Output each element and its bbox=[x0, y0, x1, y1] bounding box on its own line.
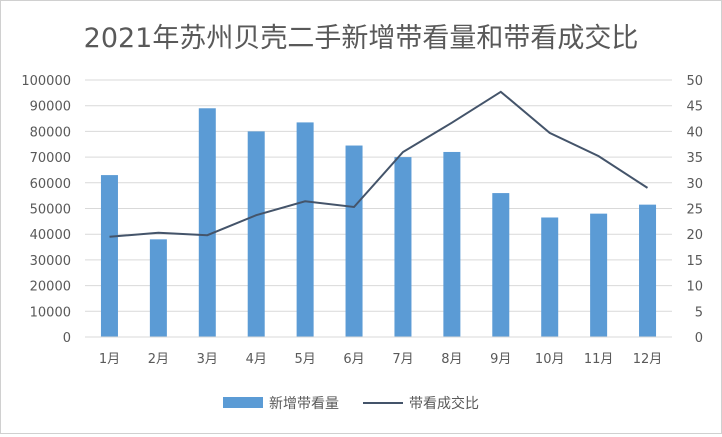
category-label: 5月 bbox=[294, 352, 315, 367]
left-tick-label: 90000 bbox=[30, 100, 71, 115]
left-tick-label: 0 bbox=[63, 331, 71, 346]
right-tick-label: 35 bbox=[686, 151, 703, 166]
bar bbox=[590, 213, 608, 337]
category-label: 4月 bbox=[246, 352, 267, 367]
bar bbox=[100, 175, 118, 337]
bar bbox=[345, 145, 363, 337]
right-tick-label: 40 bbox=[686, 125, 703, 140]
bar bbox=[541, 217, 559, 337]
category-label: 1月 bbox=[99, 352, 120, 367]
category-label: 10月 bbox=[535, 352, 565, 367]
series-line bbox=[109, 90, 649, 238]
right-tick-label: 45 bbox=[686, 100, 703, 115]
category-label: 6月 bbox=[343, 352, 364, 367]
bar bbox=[198, 108, 216, 338]
left-tick-label: 20000 bbox=[30, 280, 71, 295]
gridlines bbox=[85, 79, 672, 312]
category-label: 9月 bbox=[490, 352, 511, 367]
right-tick-label: 30 bbox=[686, 177, 703, 192]
legend: 新增带看量 带看成交比 bbox=[223, 395, 479, 412]
bar bbox=[296, 122, 314, 337]
bar bbox=[394, 157, 412, 337]
bar bbox=[639, 204, 657, 337]
right-tick-label: 50 bbox=[686, 74, 703, 89]
bar bbox=[149, 239, 167, 337]
category-label: 2月 bbox=[148, 352, 169, 367]
right-axis-ticks: 0 5 10 15 20 25 30 35 40 45 50 bbox=[686, 74, 703, 346]
chart-title: 2021年苏州贝壳二手新增带看量和带看成交比 bbox=[84, 23, 639, 54]
right-tick-label: 20 bbox=[686, 228, 703, 243]
legend-bar-swatch bbox=[223, 397, 263, 408]
left-tick-label: 70000 bbox=[30, 151, 71, 166]
line-series bbox=[109, 90, 649, 238]
left-tick-label: 10000 bbox=[30, 305, 71, 320]
left-tick-label: 40000 bbox=[30, 228, 71, 243]
bar bbox=[492, 193, 510, 337]
category-label: 7月 bbox=[392, 352, 413, 367]
right-tick-label: 5 bbox=[695, 305, 703, 320]
left-tick-label: 100000 bbox=[21, 74, 71, 89]
right-tick-label: 15 bbox=[686, 254, 703, 269]
left-tick-label: 80000 bbox=[30, 125, 71, 140]
legend-line-label: 带看成交比 bbox=[409, 395, 479, 412]
bar bbox=[443, 151, 461, 337]
category-labels: 1月 2月 3月 4月 5月 6月 7月 8月 9月 10月 11月 12月 bbox=[99, 352, 662, 367]
right-tick-label: 10 bbox=[686, 280, 703, 295]
category-label: 11月 bbox=[584, 352, 614, 367]
bar-series bbox=[100, 108, 657, 338]
left-axis-ticks: 0 10000 20000 30000 40000 50000 60000 70000 8000… bbox=[21, 74, 71, 346]
right-tick-label: 25 bbox=[686, 203, 703, 218]
left-tick-label: 60000 bbox=[30, 177, 71, 192]
category-label: 3月 bbox=[197, 352, 218, 367]
bar bbox=[247, 131, 265, 337]
left-tick-label: 50000 bbox=[30, 203, 71, 218]
legend-bar-label: 新增带看量 bbox=[269, 396, 339, 412]
category-label: 8月 bbox=[441, 352, 462, 367]
category-label: 12月 bbox=[633, 352, 663, 367]
right-tick-label: 0 bbox=[695, 331, 703, 346]
left-tick-label: 30000 bbox=[30, 254, 71, 269]
